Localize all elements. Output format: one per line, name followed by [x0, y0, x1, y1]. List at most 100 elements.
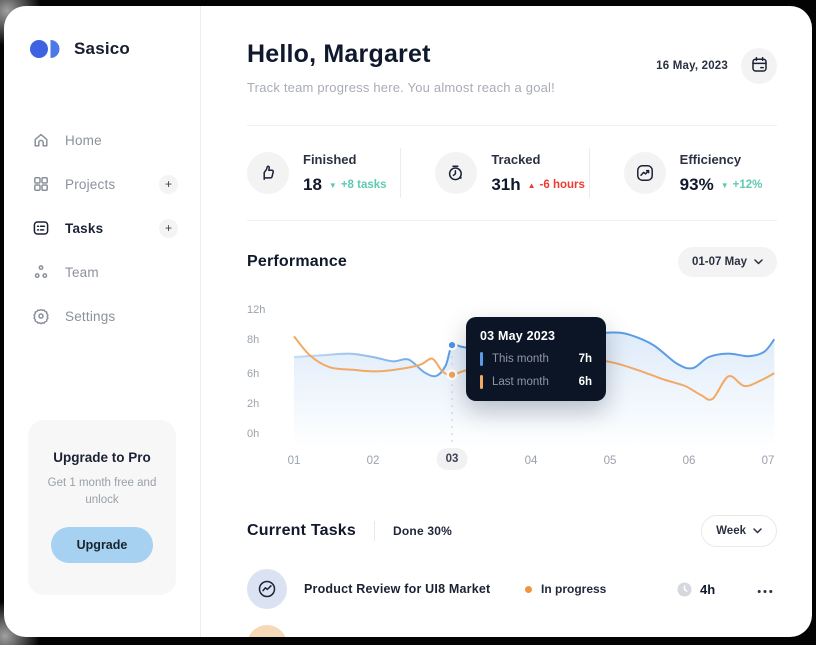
date-range-label: 01-07 May — [692, 256, 747, 268]
clock-icon — [677, 582, 692, 597]
stat-efficiency: Efficiency 93% ▼ +12% — [590, 151, 777, 195]
team-icon — [32, 263, 50, 281]
settings-gear-icon — [32, 307, 50, 325]
stats-row: Finished 18 ▼ +8 tasks Tracked 31h ▲ -6 ho… — [247, 126, 777, 220]
sidebar: Sasico Home Projects + Tasks + Team Settin… — [4, 6, 201, 637]
delta-arrow-icon: ▼ — [328, 180, 337, 190]
y-axis-tick: 2h — [247, 398, 260, 410]
calendar-icon — [750, 55, 769, 77]
x-axis-tick-03[interactable]: 03 — [436, 448, 468, 470]
page-title: Hello, Margaret — [247, 40, 431, 68]
task-row[interactable]: Product Review for UI8 Market In progres… — [247, 569, 777, 609]
delta-arrow-icon: ▲ — [527, 180, 536, 190]
series-value: 7h — [578, 353, 592, 365]
sidebar-item-label: Settings — [65, 308, 116, 324]
series-value: 6h — [578, 376, 592, 388]
stat-label: Finished — [303, 152, 357, 167]
tasks-header: Current Tasks Done 30% Week — [247, 515, 777, 547]
app-window: Sasico Home Projects + Tasks + Team Settin… — [4, 6, 812, 637]
stat-delta: ▼ +12% — [720, 179, 763, 191]
y-axis-tick: 12h — [247, 304, 266, 316]
y-axis-tick: 0h — [247, 428, 260, 440]
tooltip-row: This month 7h — [480, 352, 592, 366]
calendar-button[interactable] — [741, 48, 777, 84]
stat-delta: ▲ -6 hours — [527, 179, 585, 191]
sidebar-item-home[interactable]: Home — [4, 118, 200, 162]
sidebar-item-settings[interactable]: Settings — [4, 294, 200, 338]
sidebar-item-label: Team — [65, 264, 99, 280]
x-axis-tick-02[interactable]: 02 — [366, 455, 380, 467]
sidebar-item-team[interactable]: Team — [4, 250, 200, 294]
performance-chart[interactable]: 03 May 2023 This month 7h Last month 6h … — [247, 287, 777, 479]
stat-label: Tracked — [491, 152, 541, 167]
status-dot-icon — [525, 585, 532, 593]
stat-divider — [400, 148, 402, 198]
upgrade-card: Upgrade to Pro Get 1 month free and unlo… — [28, 419, 176, 595]
efficiency-icon — [623, 152, 666, 194]
stat-value: 31h — [491, 175, 521, 194]
week-dropdown-label: Week — [716, 525, 746, 537]
tasks-icon — [32, 219, 50, 237]
thumbs-up-icon — [247, 152, 289, 194]
upgrade-subtitle: Get 1 month free and unlock — [47, 476, 157, 506]
home-icon — [32, 131, 50, 149]
main-content: Hello, Margaret Track team progress here… — [201, 6, 812, 637]
status-text: In progress — [541, 582, 607, 596]
logo-text: Sasico — [74, 39, 131, 58]
tasks-title: Current Tasks — [247, 522, 357, 539]
selected-point-marker[interactable] — [446, 369, 458, 381]
x-axis-tick-06[interactable]: 06 — [682, 455, 696, 467]
tasks-header-divider — [374, 521, 376, 541]
stat-delta: ▼ +8 tasks — [328, 179, 387, 191]
logo: Sasico — [4, 6, 200, 60]
selected-point-marker[interactable] — [446, 339, 458, 351]
activity-icon — [247, 569, 287, 609]
page-subtitle: Track team progress here. You almost rea… — [247, 80, 555, 95]
sidebar-nav: Home Projects + Tasks + Team Settings — [4, 118, 200, 338]
page-header: Hello, Margaret Track team progress here… — [247, 6, 777, 95]
duration-value: 4h — [700, 581, 716, 597]
sidebar-item-label: Tasks — [65, 220, 104, 236]
chart-tooltip: 03 May 2023 This month 7h Last month 6h — [466, 317, 606, 401]
x-axis-tick-01[interactable]: 01 — [287, 455, 301, 467]
y-axis-tick: 8h — [247, 334, 260, 346]
add-projects-button[interactable]: + — [159, 174, 178, 194]
task-menu-button[interactable] — [753, 578, 777, 601]
sidebar-item-tasks[interactable]: Tasks + — [4, 206, 200, 250]
task-status: In progress — [525, 582, 677, 596]
chevron-down-icon — [753, 525, 762, 537]
current-date: 16 May, 2023 — [656, 60, 728, 72]
next-task-avatar — [247, 625, 287, 637]
projects-grid-icon — [32, 175, 50, 193]
stats-divider — [247, 220, 777, 221]
stat-finished: Finished 18 ▼ +8 tasks — [247, 151, 400, 195]
stat-label: Efficiency — [679, 152, 742, 167]
timer-icon — [435, 152, 478, 194]
performance-title: Performance — [247, 253, 348, 270]
performance-header: Performance 01-07 May — [247, 247, 777, 277]
task-title: Product Review for UI8 Market — [304, 582, 491, 596]
sidebar-item-projects[interactable]: Projects + — [4, 162, 200, 206]
series-color-bar — [480, 352, 483, 366]
y-axis-tick: 6h — [247, 368, 260, 380]
date-range-dropdown[interactable]: 01-07 May — [678, 247, 777, 277]
sidebar-item-label: Projects — [65, 176, 116, 192]
upgrade-title: Upgrade to Pro — [53, 449, 151, 465]
header-divider — [247, 125, 777, 126]
series-label: This month — [492, 353, 549, 365]
stat-value: 93% — [679, 175, 714, 194]
ellipsis-icon — [757, 582, 773, 597]
x-axis-tick-04[interactable]: 04 — [524, 455, 538, 467]
x-axis-tick-07[interactable]: 07 — [761, 455, 775, 467]
stat-value: 18 — [303, 175, 322, 194]
chevron-down-icon — [754, 256, 763, 268]
x-axis-tick-05[interactable]: 05 — [603, 455, 617, 467]
stat-tracked: Tracked 31h ▲ -6 hours — [401, 151, 588, 195]
sidebar-item-label: Home — [65, 132, 102, 148]
week-dropdown[interactable]: Week — [701, 515, 777, 547]
tooltip-title: 03 May 2023 — [480, 329, 556, 343]
upgrade-button[interactable]: Upgrade — [50, 527, 154, 563]
series-color-bar — [480, 375, 483, 389]
delta-arrow-icon: ▼ — [720, 180, 729, 190]
add-tasks-button[interactable]: + — [159, 218, 178, 238]
